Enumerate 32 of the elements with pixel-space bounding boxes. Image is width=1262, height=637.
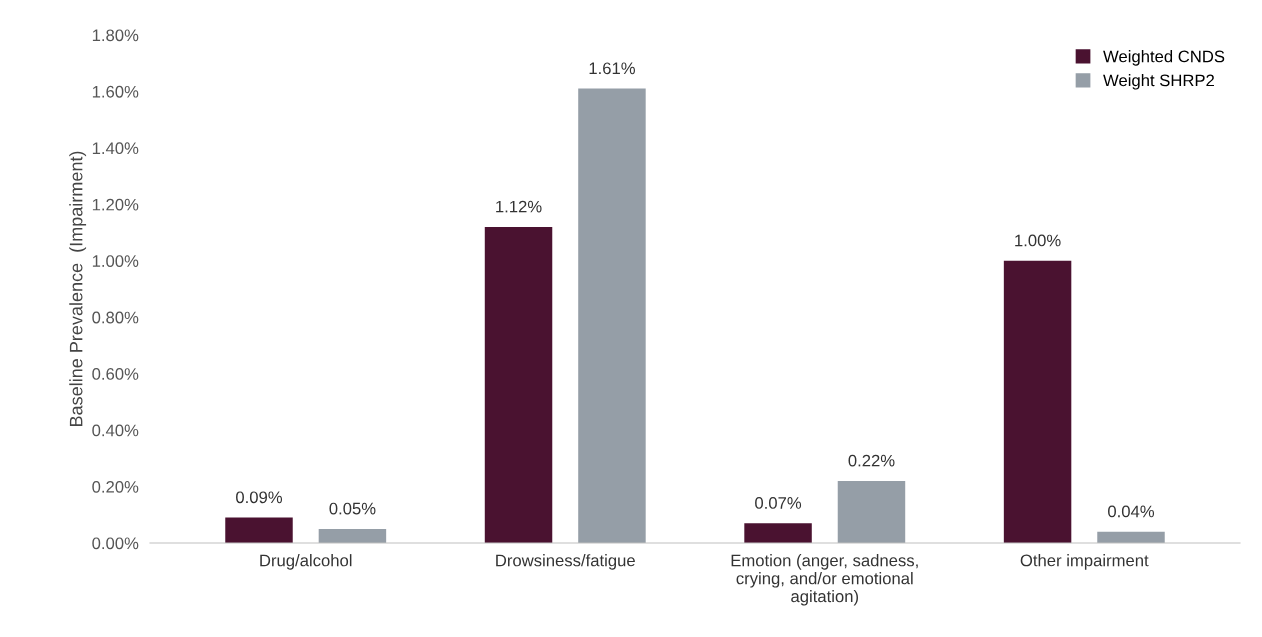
y-tick-label: 0.00% xyxy=(92,537,139,550)
x-tick-label: Emotion (anger, sadness, crying, and/or emotional agitation) xyxy=(731,554,918,606)
data-label: 0.05% xyxy=(329,502,376,515)
y-tick-label: 0.60% xyxy=(92,368,139,380)
data-label: 0.09% xyxy=(236,491,283,504)
y-tick-label: 1.00% xyxy=(92,255,139,267)
y-axis-title: Baseline Prevalence (Impairment) xyxy=(69,151,87,426)
y-tick-label: 1.60% xyxy=(92,85,139,98)
data-label: 0.04% xyxy=(1108,505,1155,518)
data-label: 1.12% xyxy=(496,200,542,213)
x-tick-label: Drug/alcohol xyxy=(260,554,352,570)
y-tick-label: 0.20% xyxy=(92,480,139,493)
y-tick-label: 1.20% xyxy=(92,198,139,211)
y-tick-label: 0.80% xyxy=(92,311,139,324)
data-label: 0.07% xyxy=(755,497,802,509)
bar xyxy=(1003,260,1072,543)
y-tick-label: 1.40% xyxy=(92,142,139,155)
data-label: 1.61% xyxy=(589,62,635,75)
bar xyxy=(484,226,553,543)
y-tick-label: 1.80% xyxy=(92,29,139,42)
x-tick-label: Drowsiness/fatigue xyxy=(496,554,635,570)
bar xyxy=(837,480,906,543)
bar xyxy=(744,523,812,543)
data-label: 0.22% xyxy=(848,454,895,467)
y-tick-label: 0.40% xyxy=(92,424,139,437)
bar xyxy=(225,517,293,543)
legend-label: Weight SHRP2 xyxy=(1103,74,1214,90)
bar xyxy=(578,88,646,543)
data-label: 1.00% xyxy=(1015,234,1061,247)
legend-label: Weighted CNDS xyxy=(1103,50,1225,66)
x-tick-label: Other impairment xyxy=(1020,554,1149,570)
bar xyxy=(318,528,387,543)
